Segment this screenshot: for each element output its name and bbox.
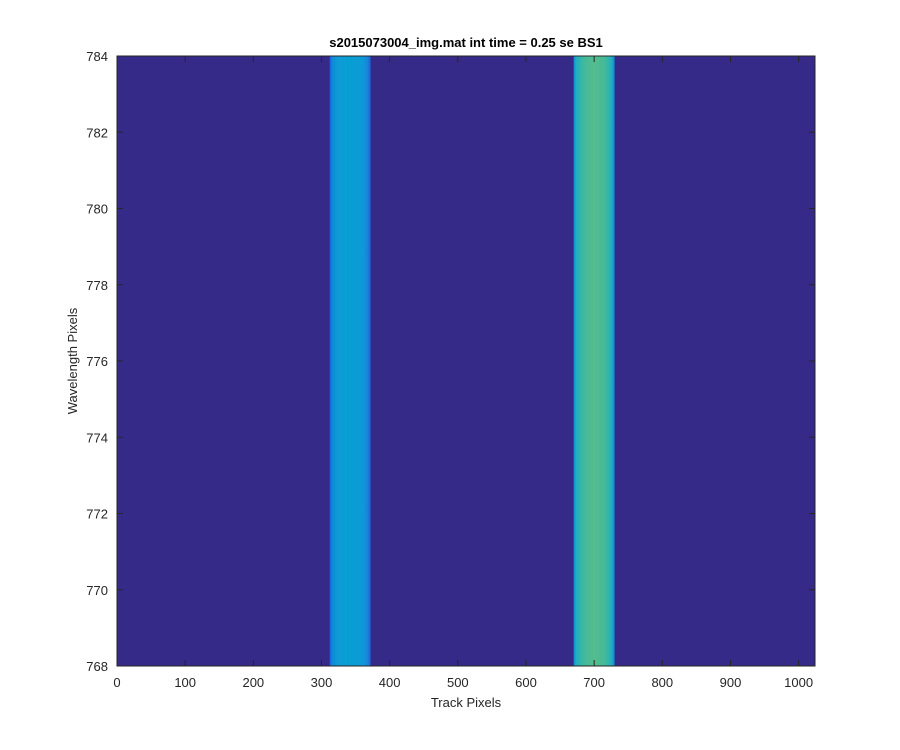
x-tick-label: 400 (379, 675, 401, 690)
chart-title: s2015073004_img.mat int time = 0.25 se B… (329, 35, 603, 50)
y-tick-label: 770 (86, 583, 108, 598)
heatmap-band-1 (329, 56, 371, 666)
x-tick-label: 200 (242, 675, 264, 690)
y-axis-label: Wavelength Pixels (65, 307, 80, 414)
axis-ticks: 0 100 200 300 400 500 600 700 800 900 1000 768 770 77… (86, 49, 815, 690)
x-tick-label: 500 (447, 675, 469, 690)
y-tick-label: 768 (86, 659, 108, 674)
y-tick-label: 774 (86, 430, 108, 445)
x-tick-label: 900 (720, 675, 742, 690)
x-tick-label: 0 (113, 675, 120, 690)
y-tick-label: 780 (86, 202, 108, 217)
x-tick-label: 700 (583, 675, 605, 690)
heatmap-background (117, 56, 815, 666)
x-tick-label: 600 (515, 675, 537, 690)
x-tick-label: 1000 (784, 675, 813, 690)
plot-area (116, 55, 816, 667)
heatmap-band-2 (573, 56, 615, 666)
y-tick-label: 784 (86, 49, 108, 64)
y-tick-label: 772 (86, 507, 108, 522)
x-tick-label: 100 (174, 675, 196, 690)
x-axis-label: Track Pixels (431, 695, 502, 710)
x-tick-label: 300 (311, 675, 333, 690)
x-tick-label: 800 (651, 675, 673, 690)
y-tick-label: 782 (86, 125, 108, 140)
y-tick-label: 778 (86, 278, 108, 293)
y-tick-label: 776 (86, 354, 108, 369)
